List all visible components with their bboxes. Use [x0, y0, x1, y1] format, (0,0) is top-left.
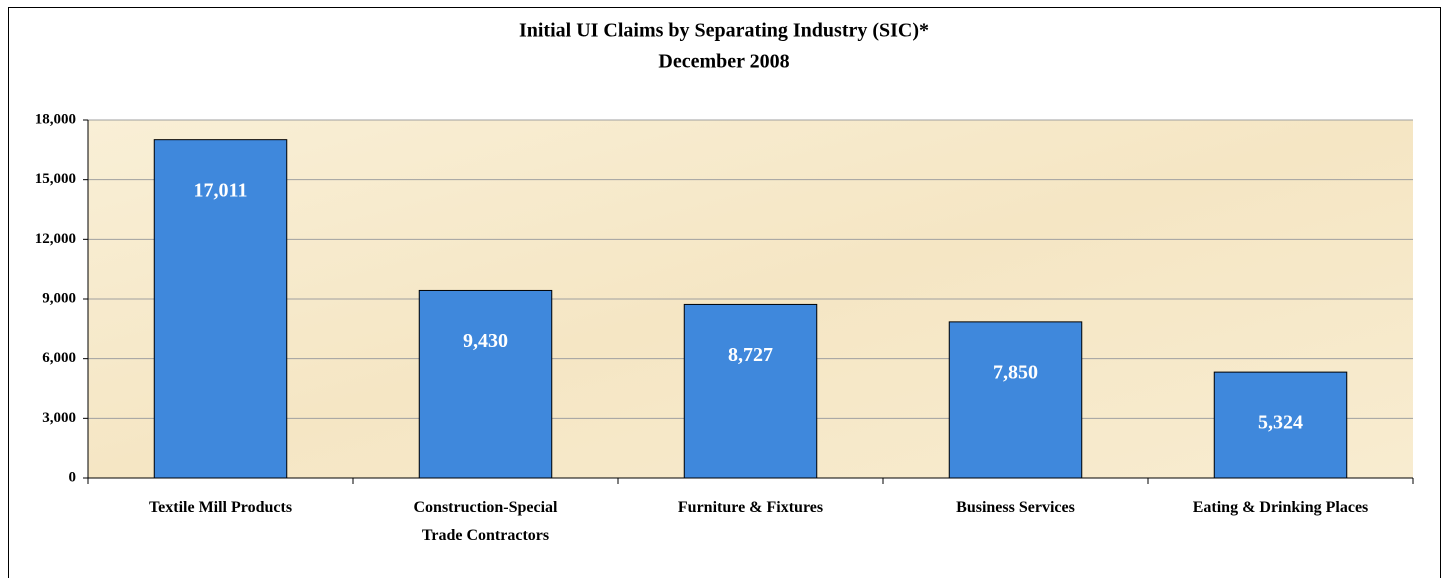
bar — [683, 303, 818, 479]
y-tick-label: 9,000 — [42, 290, 76, 306]
y-tick-label: 15,000 — [35, 171, 76, 187]
x-tick-label: Eating & Drinking Places — [1192, 499, 1369, 516]
chart-title: Initial UI Claims by Separating Industry… — [519, 20, 929, 42]
bar — [418, 289, 553, 479]
value-label: 9,430 — [463, 330, 508, 352]
bar — [1213, 371, 1348, 479]
value-label: 8,727 — [728, 344, 773, 366]
y-tick-label: 3,000 — [42, 410, 76, 426]
x-tick-label: Construction-Special Trade Contractors — [413, 499, 558, 544]
y-tick-label: 0 — [69, 469, 77, 485]
value-label: 7,850 — [993, 361, 1038, 383]
y-tick-label: 12,000 — [35, 231, 76, 247]
x-tick-label: Textile Mill Products — [148, 499, 293, 516]
x-tick-label: Business Services — [956, 499, 1075, 516]
x-tick-label: Furniture & Fixtures — [677, 499, 824, 516]
bar — [153, 139, 288, 479]
y-tick-label: 18,000 — [35, 111, 76, 127]
value-label: 5,324 — [1258, 412, 1303, 434]
bar — [948, 321, 1083, 479]
y-tick-label: 6,000 — [42, 350, 76, 366]
chart-subtitle: December 2008 — [658, 51, 789, 73]
value-label: 17,011 — [194, 179, 248, 201]
